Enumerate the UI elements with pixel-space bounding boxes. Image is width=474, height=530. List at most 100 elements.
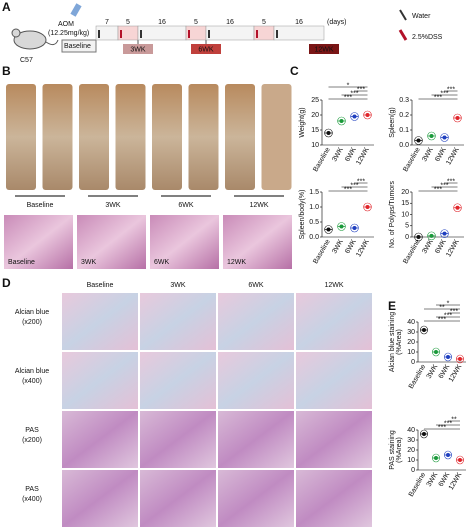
significance-label: *** bbox=[350, 90, 358, 97]
baseline: Baseline bbox=[64, 43, 91, 50]
row-label: PAS bbox=[25, 427, 39, 434]
stain-image bbox=[62, 293, 138, 350]
significance-label: *** bbox=[444, 312, 452, 319]
x-tick-label: 12WK bbox=[448, 471, 464, 491]
y-tick-label: 20 bbox=[401, 189, 409, 196]
y-tick-label: 40 bbox=[407, 427, 415, 434]
x-tick-label: 12WK bbox=[355, 238, 371, 258]
y-tick-label: 30 bbox=[407, 329, 415, 336]
colon-photo bbox=[42, 84, 73, 190]
stain-image bbox=[218, 411, 294, 468]
column-header: 3WK bbox=[170, 282, 186, 289]
y-tick-label: 0 bbox=[411, 359, 415, 366]
group-label: 12WK bbox=[249, 202, 268, 209]
significance-label: ** bbox=[439, 304, 445, 311]
stain-image bbox=[296, 411, 372, 468]
y-axis-label: PAS staining bbox=[389, 430, 396, 470]
significance-label: * bbox=[447, 300, 450, 307]
colon-photo bbox=[79, 84, 109, 190]
stain-image bbox=[218, 470, 294, 527]
stain-image bbox=[218, 352, 294, 409]
stain-image bbox=[140, 293, 216, 350]
y-axis-label: No. of Polyps/Tumors bbox=[389, 180, 396, 248]
y-tick-label: 0.3 bbox=[399, 97, 409, 104]
significance-label: * bbox=[347, 82, 350, 89]
agent: AOM bbox=[58, 21, 74, 28]
x-tick-label: Baseline bbox=[402, 146, 422, 173]
stain-image bbox=[296, 470, 372, 527]
histology-image bbox=[77, 215, 146, 269]
stage: 12WK bbox=[314, 46, 333, 53]
y-tick-label: 10 bbox=[311, 142, 319, 149]
duration: 16 bbox=[226, 19, 234, 26]
x-tick-label: Baseline bbox=[312, 146, 332, 173]
significance-label: *** bbox=[357, 86, 365, 93]
panel-label: A bbox=[2, 0, 11, 14]
y-tick-label: 0 bbox=[411, 467, 415, 474]
x-tick-label: 3WK bbox=[421, 238, 435, 255]
y-tick-label: 15 bbox=[401, 200, 409, 207]
colon-photo bbox=[115, 84, 146, 190]
panel-label: C bbox=[290, 64, 299, 78]
timeline-segment bbox=[273, 25, 325, 41]
stage-box bbox=[309, 44, 339, 54]
significance-label: *** bbox=[438, 424, 446, 431]
group-label: 6WK bbox=[178, 202, 194, 209]
colon-photo bbox=[6, 84, 36, 190]
y-tick-label: 20 bbox=[407, 447, 415, 454]
stage-box bbox=[123, 44, 153, 54]
panel-label: B bbox=[2, 64, 11, 78]
y-tick-label: 0 bbox=[405, 234, 409, 241]
y-tick-label: 1.0 bbox=[309, 204, 319, 211]
y-tick-label: 0.0 bbox=[399, 142, 409, 149]
significance-label: *** bbox=[357, 178, 365, 185]
y-tick-label: 5 bbox=[405, 223, 409, 230]
y-axis-label: Spleen/body(%) bbox=[299, 190, 306, 240]
mouse-tail bbox=[45, 39, 59, 46]
stain-image bbox=[62, 352, 138, 409]
stain-image bbox=[62, 470, 138, 527]
significance-label: *** bbox=[434, 94, 442, 101]
panel-label: D bbox=[2, 276, 11, 290]
significance-label: *** bbox=[447, 86, 455, 93]
group-label: 3WK bbox=[105, 202, 121, 209]
histology-image bbox=[150, 215, 219, 269]
row-label: (x400) bbox=[22, 378, 42, 385]
y-axis-label: Spleen(g) bbox=[389, 107, 396, 137]
y-tick-label: 40 bbox=[407, 319, 415, 326]
mouse-ear bbox=[11, 28, 21, 38]
significance-label: *** bbox=[440, 182, 448, 189]
histology-image bbox=[223, 215, 292, 269]
syringe-icon bbox=[70, 3, 82, 17]
colon-photo bbox=[261, 84, 292, 190]
legend-entry: 2.5%DSS bbox=[412, 34, 443, 41]
x-tick-label: 12WK bbox=[445, 146, 461, 166]
colon-photo bbox=[225, 84, 255, 190]
y-tick-label: 0.1 bbox=[399, 127, 409, 134]
time-unit: (days) bbox=[327, 19, 346, 26]
significance-label: *** bbox=[350, 182, 358, 189]
y-axis-label: (%Area) bbox=[396, 437, 403, 463]
y-axis-label: Weight(g) bbox=[299, 107, 306, 137]
duration: 5 bbox=[126, 19, 130, 26]
stage: 6WK bbox=[198, 46, 214, 53]
significance-label: *** bbox=[434, 186, 442, 193]
legend-entry: Water bbox=[412, 13, 431, 20]
timeline-segment bbox=[137, 25, 187, 41]
significance-label: *** bbox=[450, 308, 458, 315]
y-tick-label: 10 bbox=[401, 211, 409, 218]
stage-box bbox=[191, 44, 221, 54]
y-tick-label: 10 bbox=[407, 349, 415, 356]
significance-label: *** bbox=[438, 316, 446, 323]
stain-image bbox=[140, 411, 216, 468]
significance-label: *** bbox=[440, 90, 448, 97]
dose: (12.25mg/kg) bbox=[48, 30, 89, 37]
y-tick-label: 20 bbox=[311, 112, 319, 119]
stain-image bbox=[62, 411, 138, 468]
histology-label: Baseline bbox=[8, 259, 35, 266]
y-tick-label: 1.5 bbox=[309, 189, 319, 196]
duration: 5 bbox=[194, 19, 198, 26]
y-tick-label: 10 bbox=[407, 457, 415, 464]
